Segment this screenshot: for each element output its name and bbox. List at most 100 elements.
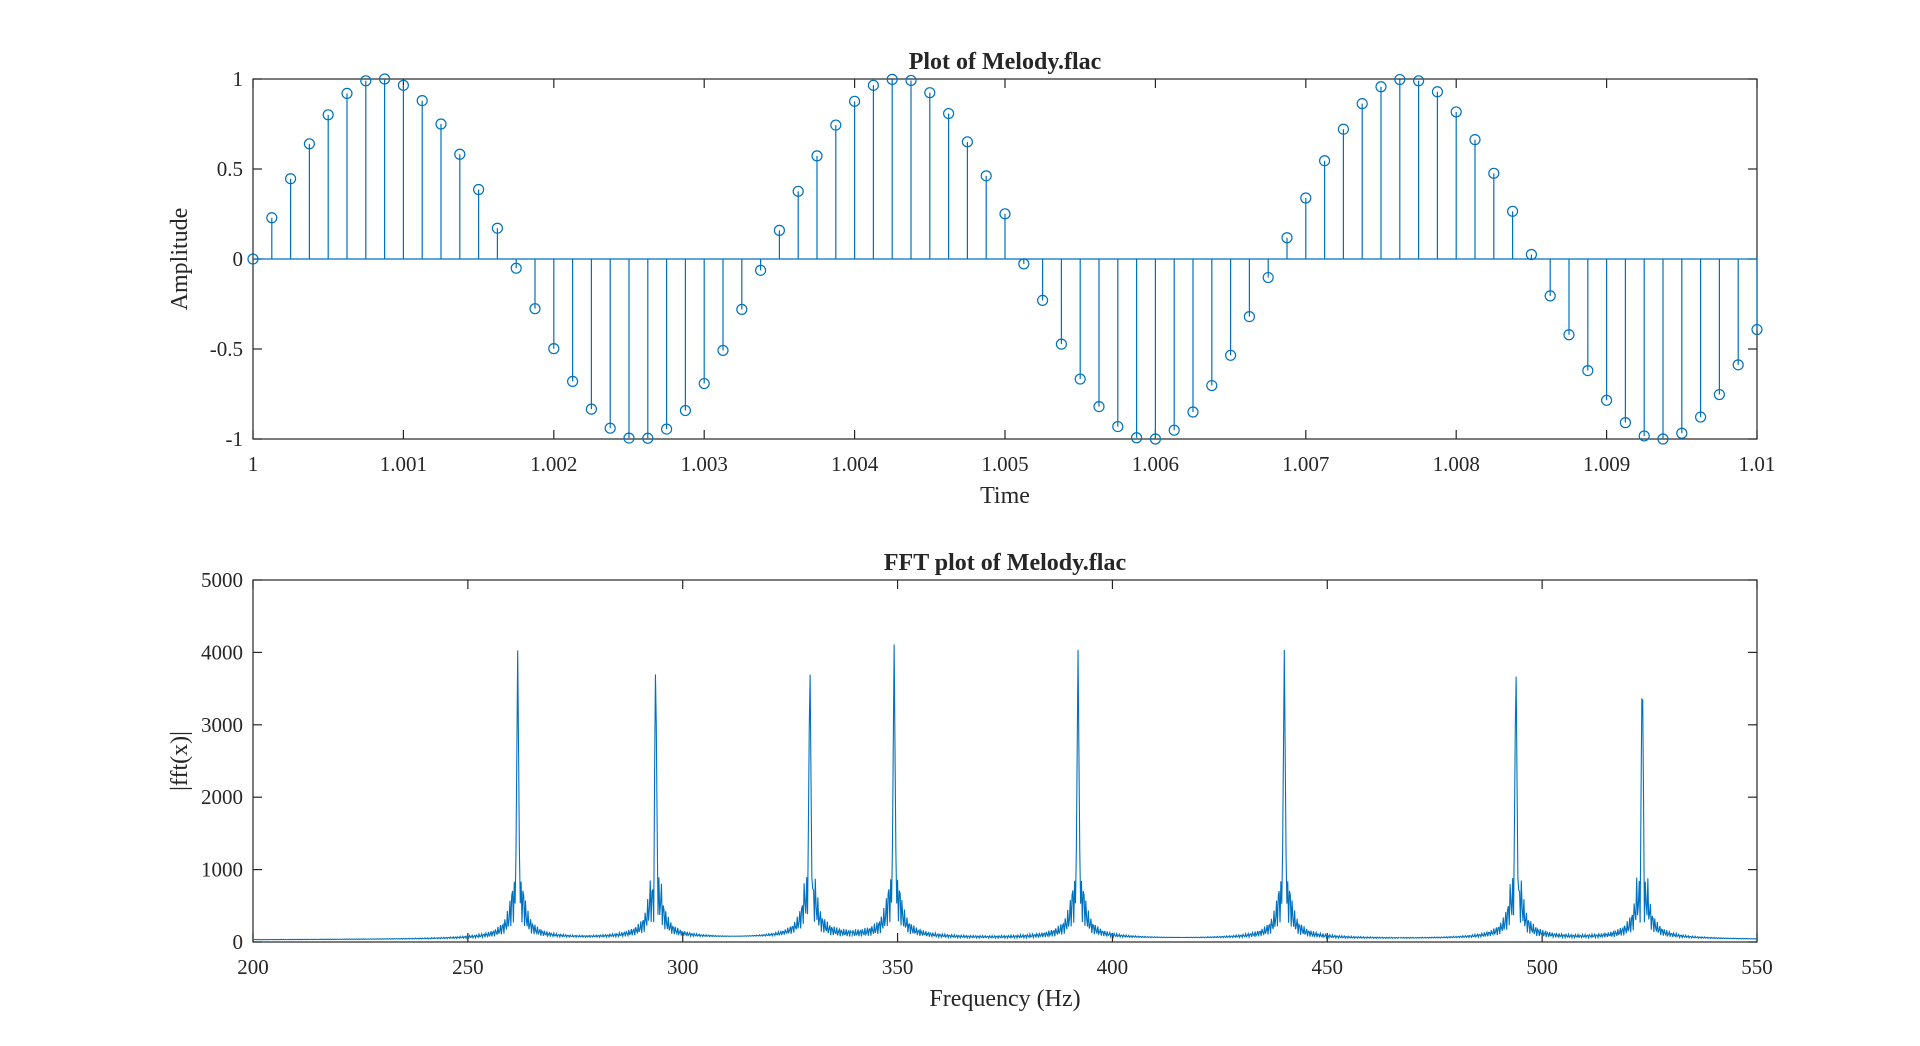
stem-marker <box>792 185 804 197</box>
x-tick-label: 300 <box>667 955 699 979</box>
stem-marker <box>1281 232 1293 244</box>
fft-peak-trace <box>851 644 987 940</box>
stem-marker <box>679 404 692 417</box>
fft-peak-trace <box>252 650 587 941</box>
stem-marker <box>773 224 786 236</box>
stem-marker <box>1337 123 1350 135</box>
chart-title: FFT plot of Melody.flac <box>884 550 1127 576</box>
x-tick-label: 1.01 <box>1739 452 1776 476</box>
stem-marker <box>1732 359 1744 371</box>
x-tick-label: 500 <box>1526 955 1558 979</box>
stem-marker <box>1093 401 1105 413</box>
stem-marker <box>623 432 635 444</box>
stem-marker <box>303 138 315 150</box>
stem-marker <box>397 79 409 91</box>
x-tick-label: 1.004 <box>831 452 879 476</box>
y-tick-label: 3000 <box>201 713 243 737</box>
y-tick-label: 1 <box>233 67 244 91</box>
stem-marker <box>1187 406 1199 418</box>
stem-marker <box>754 264 767 276</box>
stem-marker <box>1243 311 1256 323</box>
stem-marker <box>830 119 842 131</box>
stem-marker <box>1018 258 1030 270</box>
y-tick-label: 4000 <box>201 640 243 664</box>
stem-marker <box>585 403 598 415</box>
x-tick-label: 1.009 <box>1583 452 1630 476</box>
x-tick-label: 1.008 <box>1433 452 1480 476</box>
stem-marker <box>548 343 560 355</box>
stem-marker <box>1676 427 1688 439</box>
stem-marker <box>980 170 992 182</box>
stem-marker <box>1356 98 1368 110</box>
stem-marker <box>1713 388 1726 401</box>
stem-marker <box>473 183 485 196</box>
stem-marker <box>905 74 917 87</box>
x-tick-label: 1.003 <box>681 452 728 476</box>
fft-magnitude-plot: 200 250 300 350 400 450 500 550 0 1000 2000 3000 400… <box>167 550 1773 1012</box>
stem-marker <box>811 150 823 162</box>
stem-marker <box>1394 73 1406 86</box>
x-tick-label: 400 <box>1097 955 1129 979</box>
stem-marker <box>285 173 297 185</box>
stem-marker <box>1130 432 1143 444</box>
stem-marker <box>379 73 391 85</box>
stem-marker <box>1318 155 1331 167</box>
stem-marker <box>341 87 353 100</box>
stem-marker <box>1412 75 1425 87</box>
x-axis-label: Frequency (Hz) <box>929 986 1080 1012</box>
y-tick-label: -0.5 <box>210 337 243 361</box>
stem-marker <box>1619 417 1632 429</box>
axes-box <box>252 579 1758 943</box>
stem-marker <box>642 432 654 444</box>
y-axis-label: |fft(x)| <box>167 731 193 791</box>
fft-peak-trace <box>1399 676 1580 940</box>
stem-marker <box>1506 205 1519 217</box>
y-tick-label: 1000 <box>201 858 243 882</box>
stem-marker <box>942 107 955 120</box>
stem-marker <box>848 95 861 107</box>
stem-marker <box>717 344 729 357</box>
x-tick-label: 200 <box>237 955 269 979</box>
y-tick-label: 2000 <box>201 785 243 809</box>
stem-marker <box>491 222 503 234</box>
stem-marker <box>1149 433 1162 445</box>
stem-marker <box>1751 323 1763 336</box>
stem-marker <box>1563 329 1575 341</box>
stem-marker <box>660 423 673 435</box>
stem-marker <box>1525 248 1538 261</box>
x-tick-label: 1.001 <box>380 452 427 476</box>
stem-marker <box>1112 420 1124 433</box>
stem-marker <box>867 79 880 91</box>
stem-marker <box>1055 338 1068 350</box>
y-tick-label: 0.5 <box>217 157 243 181</box>
stem-marker <box>1450 106 1462 118</box>
stem-marker <box>1036 294 1049 306</box>
fft-peak-trace <box>1578 697 1758 940</box>
x-tick-label: 450 <box>1312 955 1344 979</box>
stem-marker <box>1638 430 1650 442</box>
x-tick-label: 250 <box>452 955 484 979</box>
stem-marker <box>1657 433 1669 445</box>
x-tick-label: 1.005 <box>981 452 1028 476</box>
y-tick-label: 5000 <box>201 568 243 592</box>
stem-marker <box>1206 379 1218 392</box>
stem-marker <box>698 377 710 390</box>
stem-marker <box>360 75 372 87</box>
stem-marker <box>1694 411 1707 423</box>
stem-marker <box>604 422 616 434</box>
stem-marker <box>510 262 522 274</box>
stem-marker <box>266 212 278 224</box>
y-tick-label: -1 <box>226 427 244 451</box>
stem-marker <box>1582 365 1594 377</box>
stem-marker <box>961 136 974 148</box>
stem-marker <box>1544 290 1556 302</box>
stem-marker <box>416 94 428 107</box>
stem-marker <box>999 208 1011 220</box>
x-tick-label: 550 <box>1741 955 1773 979</box>
stem-marker <box>1375 81 1387 93</box>
x-tick-label: 350 <box>882 955 914 979</box>
stem-marker <box>1488 167 1500 179</box>
stem-marker <box>1168 424 1180 436</box>
x-axis-label: Time <box>980 483 1030 509</box>
fft-peak-trace <box>586 674 733 939</box>
